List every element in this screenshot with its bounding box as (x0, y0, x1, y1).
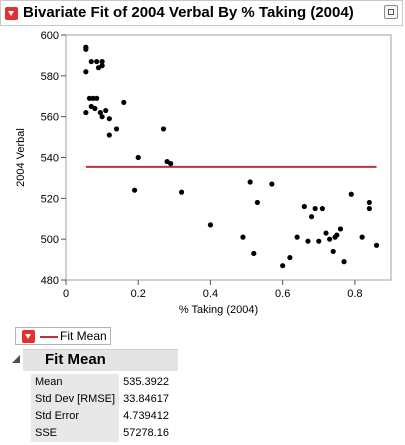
report-options-icon[interactable] (384, 5, 398, 19)
y-tick-label: 500 (41, 234, 59, 246)
stat-label: SSE (31, 425, 120, 442)
scatter-plot[interactable]: 480 500 520 540 560 580 600 0 0.2 0.4 0.6 0.8 % Taki… (0, 26, 405, 326)
stat-value: 33.84617 (119, 391, 179, 408)
x-tick-label: 0 (63, 288, 69, 300)
data-point (334, 232, 340, 238)
data-point (106, 116, 112, 122)
stats-row: Std Error 4.739412 (31, 408, 179, 425)
data-point (247, 179, 253, 185)
stat-label: Mean (31, 374, 120, 391)
data-point (305, 238, 311, 244)
data-point (366, 199, 372, 206)
data-point (99, 63, 105, 69)
data-point (99, 58, 105, 65)
data-point (97, 109, 103, 116)
data-point (319, 205, 325, 212)
data-point (86, 95, 93, 101)
data-point (106, 132, 112, 138)
stat-label: Std Dev [RMSE] (31, 391, 120, 408)
stats-row: Std Dev [RMSE] 33.84617 (31, 391, 179, 408)
report-title: Bivariate Fit of 2004 Verbal By % Taking… (23, 4, 354, 21)
stat-label: Std Error (31, 408, 120, 425)
data-point (280, 263, 286, 269)
data-point (337, 226, 344, 232)
data-point (312, 205, 318, 212)
stat-value: 57278.16 (119, 425, 179, 442)
legend-line-swatch (40, 336, 58, 338)
data-point (301, 203, 307, 210)
data-point (178, 189, 185, 195)
legend[interactable]: Fit Mean (15, 327, 111, 345)
data-point (294, 234, 300, 240)
fit-mean-table: Mean 535.3922 Std Dev [RMSE] 33.84617 St… (31, 374, 179, 442)
data-point (83, 69, 89, 75)
data-point (269, 181, 275, 187)
data-point (168, 161, 174, 167)
stats-row: Mean 535.3922 (31, 374, 179, 391)
stats-row: SSE 57278.16 (31, 425, 179, 442)
data-point (83, 46, 89, 52)
data-point (132, 187, 138, 193)
data-point (160, 126, 167, 132)
y-tick-label: 580 (41, 71, 59, 83)
x-tick-label: 0.6 (275, 288, 290, 300)
data-point (94, 58, 100, 65)
data-point (316, 238, 322, 244)
legend-label: Fit Mean (60, 329, 107, 343)
data-point (308, 214, 315, 220)
data-point (323, 230, 329, 236)
y-tick-label: 560 (41, 112, 59, 124)
fit-mean-outline: Fit Mean Mean 535.3922 Std Dev [RMSE] 33… (4, 349, 179, 445)
data-point (341, 259, 347, 265)
data-point (88, 58, 94, 65)
x-tick-label: 0.4 (203, 288, 218, 300)
data-point (113, 126, 120, 132)
y-tick-label: 540 (41, 153, 59, 165)
disclosure-icon[interactable] (5, 7, 18, 20)
data-point (207, 222, 214, 228)
data-point (330, 248, 336, 255)
stat-value: 535.3922 (119, 374, 179, 391)
data-point (366, 205, 372, 212)
data-point (135, 154, 141, 161)
data-point (240, 234, 246, 240)
x-tick-label: 0.2 (131, 288, 146, 300)
data-point (348, 191, 354, 197)
fit-mean-title: Fit Mean (45, 351, 106, 368)
data-point (373, 242, 380, 248)
data-point (254, 199, 260, 206)
data-point (251, 250, 257, 257)
x-axis-label: % Taking (2004) (179, 304, 258, 316)
data-point (94, 95, 100, 101)
data-point (359, 234, 365, 240)
report-header: Bivariate Fit of 2004 Verbal By % Taking… (0, 0, 403, 26)
data-point (103, 107, 109, 114)
y-tick-label: 480 (41, 275, 59, 287)
data-point (92, 105, 98, 112)
x-tick-label: 0.8 (347, 288, 362, 300)
outline-collapse-icon[interactable] (12, 355, 20, 363)
legend-disclosure-icon[interactable] (22, 330, 35, 343)
data-point (327, 236, 333, 242)
y-tick-label: 520 (41, 193, 59, 205)
data-point (287, 254, 293, 261)
data-point (99, 114, 105, 120)
fit-mean-header[interactable]: Fit Mean (23, 349, 178, 371)
y-tick-label: 600 (41, 30, 59, 42)
y-axis-label: 2004 Verbal (15, 128, 27, 187)
plot-frame (65, 34, 392, 281)
data-point (121, 99, 127, 105)
data-point (90, 95, 96, 101)
data-point (83, 109, 89, 116)
stat-value: 4.739412 (119, 408, 179, 425)
